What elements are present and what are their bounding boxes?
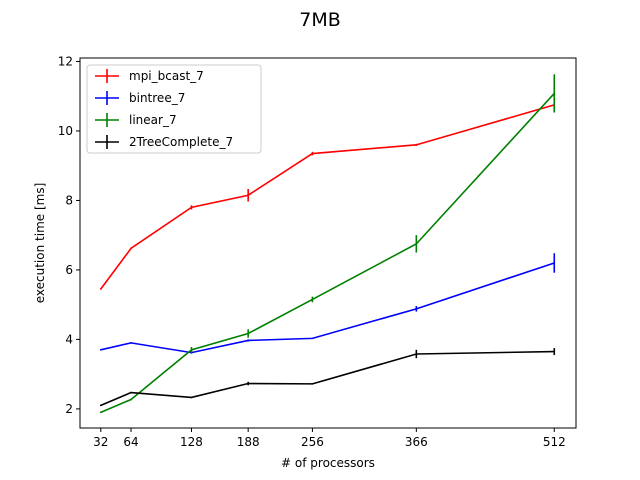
x-tick-label: 188 (237, 435, 260, 449)
legend-label: linear_7 (129, 113, 177, 127)
series-line (100, 350, 555, 407)
x-tick-label: 32 (93, 435, 108, 449)
x-tick-label: 256 (301, 435, 324, 449)
legend-label: 2TreeComplete_7 (129, 135, 233, 149)
series-linear_7 (99, 74, 556, 414)
y-axis-label: execution time [ms] (33, 183, 47, 304)
y-tick-label: 4 (65, 332, 73, 346)
series-2TreeComplete_7 (99, 348, 556, 407)
y-tick-label: 8 (65, 193, 73, 207)
x-tick-label: 128 (180, 435, 203, 449)
x-tick-label: 64 (123, 435, 138, 449)
y-tick-label: 10 (58, 124, 73, 138)
x-axis: 32 64 128 188 256 366 512 (93, 428, 566, 449)
x-tick-label: 512 (543, 435, 566, 449)
legend-box (86, 64, 262, 154)
x-tick-label: 366 (405, 435, 428, 449)
series-line (100, 262, 555, 354)
y-axis: 2 4 6 8 10 12 (58, 54, 80, 416)
legend-entry: bintree_7 (95, 91, 185, 105)
x-axis-label: # of processors (281, 456, 375, 470)
y-tick-label: 12 (58, 54, 73, 68)
y-tick-label: 2 (65, 402, 73, 416)
legend-entry: mpi_bcast_7 (95, 69, 204, 83)
legend-entry: 2TreeComplete_7 (95, 135, 233, 149)
series-mpi_bcast_7 (99, 99, 556, 290)
y-tick-label: 6 (65, 263, 73, 277)
chart-title: 7MB (299, 9, 341, 31)
legend-label: bintree_7 (129, 91, 185, 105)
series-bintree_7 (99, 253, 556, 354)
legend-label: mpi_bcast_7 (129, 69, 204, 83)
series-layer (99, 74, 556, 414)
legend: mpi_bcast_7 bintree_7 linear_7 2TreeComplet… (86, 64, 262, 154)
plot-frame (79, 57, 577, 429)
legend-entry: linear_7 (95, 113, 177, 127)
